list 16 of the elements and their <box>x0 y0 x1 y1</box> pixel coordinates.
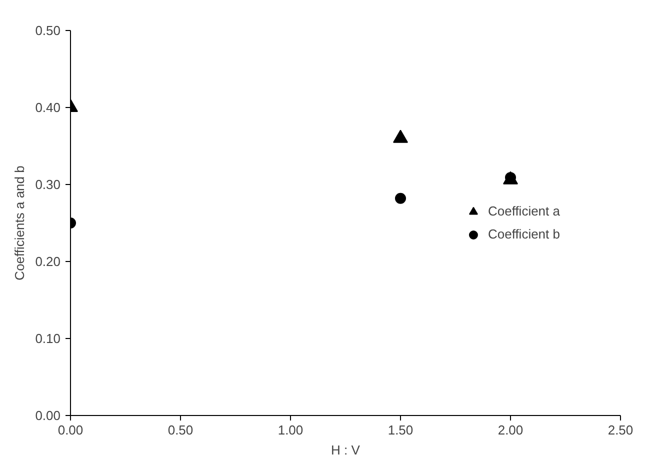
x-tick-label: 2.00 <box>498 422 524 438</box>
y-tick-label: 0.40 <box>35 100 61 115</box>
legend-label: Coefficient b <box>488 226 560 242</box>
x-tick-label: 0.00 <box>58 422 84 438</box>
y-tick-label: 0.20 <box>35 254 61 269</box>
y-tick-label: 0.50 <box>35 23 61 38</box>
y-axis-title: Coefficients a and b <box>12 166 28 280</box>
x-tick-label: 0.50 <box>168 422 194 438</box>
y-tick-label: 0.10 <box>35 331 61 346</box>
x-tick-label: 1.50 <box>388 422 414 438</box>
y-tick-label: 0.30 <box>35 177 61 192</box>
x-tick-label: 2.50 <box>608 422 634 438</box>
y-tick-label: 0.00 <box>35 408 61 423</box>
legend-label: Coefficient a <box>488 204 560 218</box>
x-tick-label: 1.00 <box>278 422 304 438</box>
x-axis-title: H : V <box>331 442 360 458</box>
